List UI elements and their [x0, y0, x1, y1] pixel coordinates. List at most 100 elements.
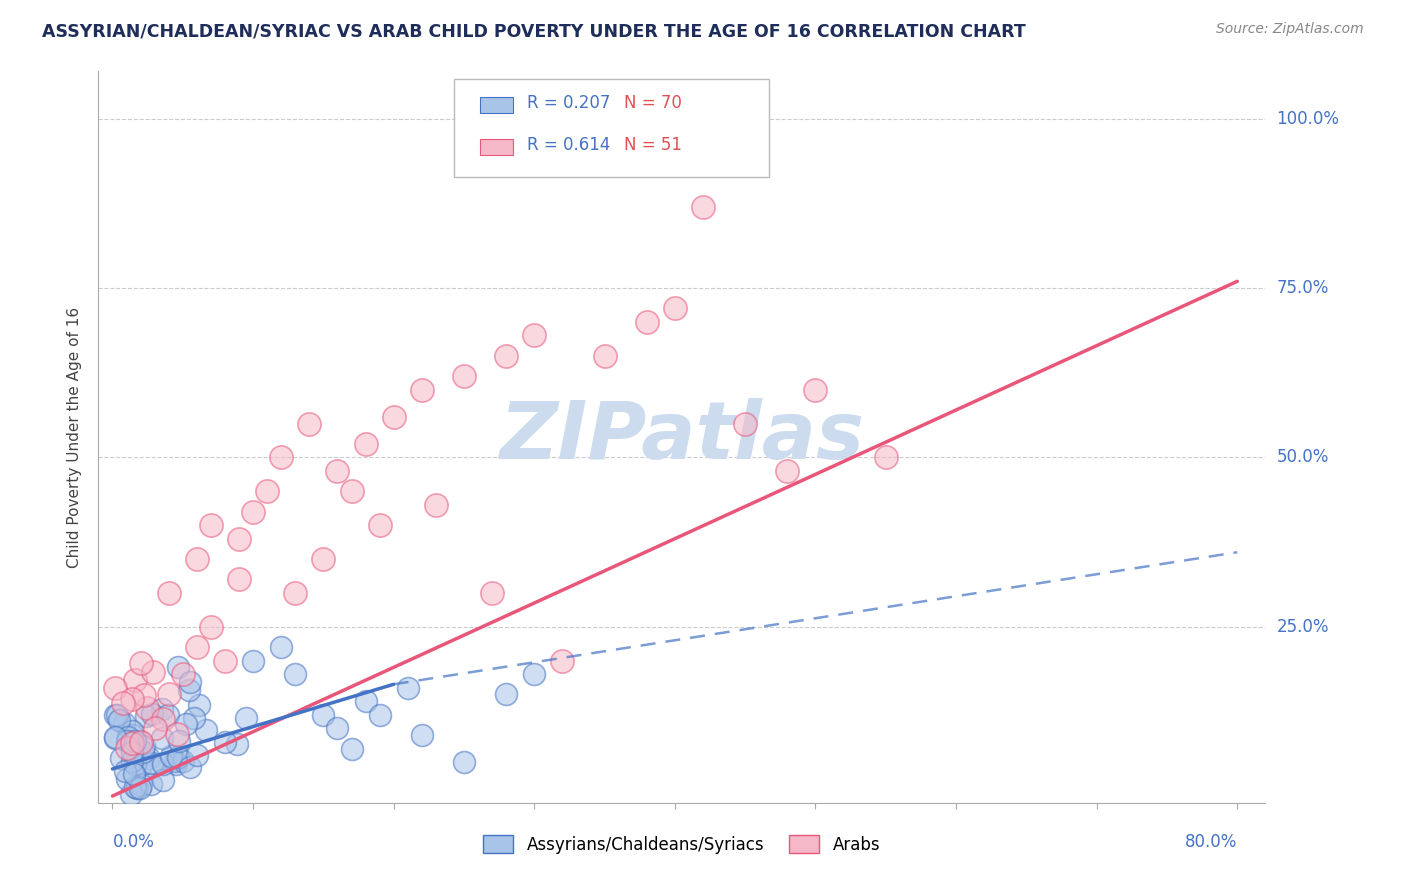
Text: R = 0.614: R = 0.614	[527, 136, 610, 154]
Point	[214, 654, 236, 668]
Point	[115, 733, 138, 747]
Point	[166, 727, 188, 741]
Point	[134, 688, 156, 702]
Point	[235, 711, 257, 725]
Y-axis label: Child Poverty Under the Age of 16: Child Poverty Under the Age of 16	[67, 307, 83, 567]
Legend: Assyrians/Chaldeans/Syriacs, Arabs: Assyrians/Chaldeans/Syriacs, Arabs	[477, 829, 887, 860]
Point	[117, 731, 139, 745]
Point	[776, 464, 799, 478]
Point	[143, 721, 166, 735]
Point	[270, 450, 292, 465]
Point	[804, 383, 827, 397]
Point	[200, 518, 222, 533]
Text: 25.0%: 25.0%	[1277, 618, 1329, 636]
Point	[692, 200, 714, 214]
Point	[121, 724, 143, 739]
Text: 100.0%: 100.0%	[1277, 110, 1340, 128]
Point	[411, 728, 433, 742]
Point	[481, 586, 503, 600]
Point	[167, 733, 190, 747]
Point	[117, 772, 139, 787]
Point	[228, 572, 250, 586]
Point	[734, 417, 756, 431]
Point	[150, 702, 173, 716]
Point	[425, 498, 447, 512]
Point	[141, 665, 163, 680]
Point	[186, 640, 208, 654]
Point	[152, 712, 174, 726]
Point	[228, 532, 250, 546]
Point	[129, 735, 152, 749]
Point	[121, 737, 143, 751]
Point	[636, 315, 658, 329]
Point	[664, 301, 686, 316]
Point	[256, 484, 278, 499]
Point	[165, 754, 187, 768]
Point	[354, 694, 377, 708]
Point	[551, 654, 574, 668]
Point	[112, 716, 135, 731]
Point	[129, 656, 152, 670]
Point	[157, 688, 180, 702]
Point	[104, 707, 127, 722]
Point	[225, 737, 247, 751]
Point	[141, 756, 163, 770]
Point	[382, 409, 405, 424]
Text: N = 70: N = 70	[624, 95, 682, 112]
Point	[115, 741, 138, 756]
Point	[132, 739, 155, 754]
Point	[523, 667, 546, 681]
Point	[160, 748, 183, 763]
Point	[121, 692, 143, 706]
Point	[368, 518, 391, 533]
Point	[340, 741, 363, 756]
Text: ZIPatlas: ZIPatlas	[499, 398, 865, 476]
Point	[166, 750, 188, 764]
Point	[174, 717, 197, 731]
Point	[495, 688, 517, 702]
Point	[114, 764, 136, 779]
Point	[312, 552, 335, 566]
Point	[179, 760, 201, 774]
Point	[121, 729, 143, 743]
Text: N = 51: N = 51	[624, 136, 682, 154]
Point	[120, 787, 142, 801]
Point	[138, 751, 160, 765]
Point	[242, 654, 264, 668]
Point	[150, 731, 173, 745]
Point	[124, 734, 146, 748]
Point	[104, 730, 127, 744]
Point	[108, 713, 131, 727]
Point	[172, 667, 194, 681]
Point	[172, 754, 194, 768]
Point	[453, 369, 475, 384]
Point	[121, 754, 143, 768]
Point	[124, 780, 146, 795]
Point	[186, 748, 208, 763]
Point	[166, 660, 188, 674]
Point	[354, 437, 377, 451]
Point	[298, 417, 321, 431]
Point	[104, 731, 127, 745]
Point	[187, 698, 209, 712]
Point	[312, 707, 335, 722]
Point	[284, 586, 307, 600]
Point	[111, 697, 134, 711]
Point	[200, 620, 222, 634]
Point	[152, 756, 174, 771]
Point	[135, 709, 157, 723]
Point	[121, 736, 143, 750]
Point	[132, 746, 155, 760]
Point	[124, 756, 146, 771]
Bar	[479, 97, 513, 113]
Point	[121, 745, 143, 759]
Point	[129, 735, 152, 749]
Point	[183, 711, 205, 725]
Text: 0.0%: 0.0%	[112, 833, 155, 851]
Point	[135, 700, 157, 714]
Point	[186, 552, 208, 566]
Point	[242, 505, 264, 519]
Point	[122, 766, 145, 780]
Text: 75.0%: 75.0%	[1277, 279, 1329, 297]
Text: R = 0.207: R = 0.207	[527, 95, 610, 112]
